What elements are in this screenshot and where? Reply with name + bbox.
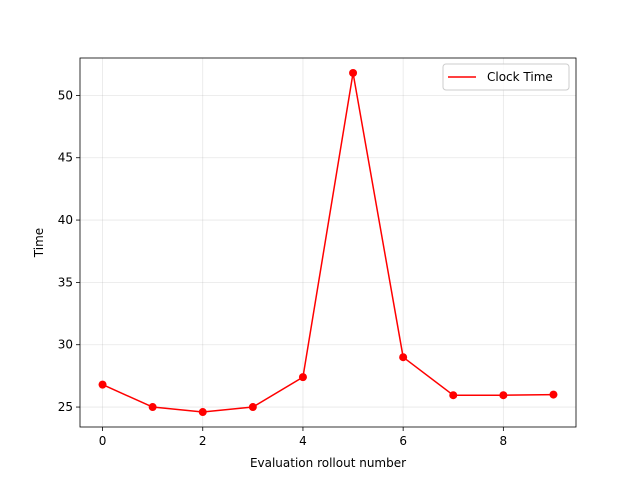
- data-point: [148, 403, 157, 412]
- data-point: [198, 408, 207, 417]
- y-tick-label: 30: [58, 338, 73, 352]
- x-tick-label: 8: [500, 434, 508, 448]
- data-point: [349, 68, 358, 77]
- y-tick-label: 45: [58, 151, 73, 165]
- y-tick-label: 40: [58, 213, 73, 227]
- legend-box: [442, 63, 570, 91]
- data-point: [298, 373, 307, 382]
- y-tick-label: 35: [58, 275, 73, 289]
- x-tick-label: 2: [199, 434, 207, 448]
- y-tick-label: 50: [58, 88, 73, 102]
- y-axis-label: Time: [32, 228, 46, 258]
- x-tick-label: 0: [99, 434, 107, 448]
- gridlines: [80, 58, 576, 427]
- x-ticks: 0 2 4 6 8: [99, 427, 507, 448]
- axes: [79, 57, 577, 428]
- series-line-clock-time: [102, 72, 554, 413]
- y-tick-label: 25: [58, 400, 73, 414]
- x-axis-label: Evaluation rollout number: [250, 456, 406, 470]
- x-tick-label: 4: [299, 434, 307, 448]
- series: [98, 68, 558, 417]
- data-point: [549, 390, 558, 399]
- legend: Clock Time: [442, 63, 570, 91]
- data-point: [399, 353, 408, 362]
- data-point: [499, 391, 508, 400]
- y-ticks: 25 30 35 40 45 50: [58, 88, 80, 414]
- x-tick-label: 6: [399, 434, 407, 448]
- plot-frame: [79, 57, 577, 428]
- data-point: [98, 380, 107, 389]
- data-point: [449, 391, 458, 400]
- legend-label-clock-time: Clock Time: [487, 70, 553, 84]
- data-point: [248, 403, 257, 412]
